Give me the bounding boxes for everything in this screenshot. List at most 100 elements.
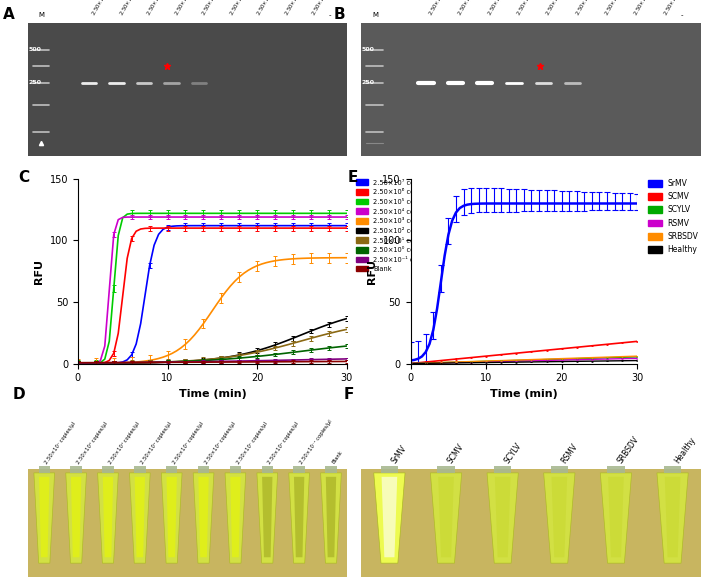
Bar bbox=[325, 466, 337, 473]
Polygon shape bbox=[487, 473, 518, 563]
Text: 2.50×10$^{3}$ copies/μl: 2.50×10$^{3}$ copies/μl bbox=[199, 0, 234, 18]
Y-axis label: RFU: RFU bbox=[367, 258, 377, 284]
Text: -: - bbox=[329, 12, 331, 18]
Polygon shape bbox=[495, 477, 510, 557]
X-axis label: Time (min): Time (min) bbox=[490, 389, 558, 399]
Text: SCYLV: SCYLV bbox=[503, 441, 523, 465]
Bar bbox=[28, 469, 347, 577]
Polygon shape bbox=[600, 473, 632, 563]
Text: F: F bbox=[344, 387, 355, 402]
Polygon shape bbox=[39, 477, 50, 557]
Bar bbox=[361, 469, 701, 577]
Text: C: C bbox=[18, 170, 30, 185]
Bar bbox=[551, 466, 568, 473]
Polygon shape bbox=[544, 473, 575, 563]
Bar bbox=[229, 466, 241, 473]
Bar bbox=[438, 466, 455, 473]
Polygon shape bbox=[161, 473, 182, 563]
Text: M: M bbox=[38, 12, 45, 18]
Polygon shape bbox=[608, 477, 624, 557]
Text: M: M bbox=[372, 12, 378, 18]
Polygon shape bbox=[294, 477, 304, 557]
Text: 2.50×10$^{1}$ copies/μl: 2.50×10$^{1}$ copies/μl bbox=[602, 0, 637, 18]
Polygon shape bbox=[135, 477, 145, 557]
Text: E: E bbox=[347, 170, 358, 185]
Text: 2.50×10$^{3}$ copies/μl: 2.50×10$^{3}$ copies/μl bbox=[543, 0, 578, 18]
Bar bbox=[607, 466, 624, 473]
Text: 2.50×10$^{6}$ copies/μl: 2.50×10$^{6}$ copies/μl bbox=[455, 0, 490, 18]
Text: 2.50×10⁵ copies/µl: 2.50×10⁵ copies/µl bbox=[108, 421, 141, 465]
Text: 2.50×10³ copies/µl: 2.50×10³ copies/µl bbox=[171, 421, 205, 465]
Bar bbox=[198, 466, 210, 473]
Polygon shape bbox=[374, 473, 405, 563]
Text: 2.50×10$^{1}$ copies/μl: 2.50×10$^{1}$ copies/μl bbox=[254, 0, 289, 18]
Text: 2.50×10$^{5}$ copies/μl: 2.50×10$^{5}$ copies/μl bbox=[485, 0, 520, 18]
Legend: 2.50×10⁷ copies/µl, 2.50×10⁶ copies/µl, 2.50×10⁵ copies/µl, 2.50×10⁴ copies/µl, : 2.50×10⁷ copies/µl, 2.50×10⁶ copies/µl, … bbox=[355, 178, 440, 272]
Polygon shape bbox=[382, 477, 397, 557]
Polygon shape bbox=[430, 473, 462, 563]
Bar bbox=[664, 466, 681, 473]
Text: 2.50×10⁴ copies/µl: 2.50×10⁴ copies/µl bbox=[140, 421, 173, 465]
Bar bbox=[38, 466, 50, 473]
Polygon shape bbox=[193, 473, 214, 563]
Text: 2.50×10$^{6}$ copies/μl: 2.50×10$^{6}$ copies/μl bbox=[117, 0, 152, 18]
Polygon shape bbox=[98, 473, 118, 563]
Legend: SrMV, SCMV, SCYLV, RSMV, SRBSDV, Healthy: SrMV, SCMV, SCYLV, RSMV, SRBSDV, Healthy bbox=[648, 179, 699, 254]
Text: 2.50×10⁻¹ copies/µl: 2.50×10⁻¹ copies/µl bbox=[299, 419, 333, 465]
Polygon shape bbox=[198, 477, 209, 557]
Text: A: A bbox=[3, 7, 15, 22]
Polygon shape bbox=[665, 477, 680, 557]
Text: 2.50×10$^{7}$ copies/μl: 2.50×10$^{7}$ copies/μl bbox=[89, 0, 124, 18]
Text: SRBSDV: SRBSDV bbox=[616, 434, 641, 465]
Polygon shape bbox=[321, 473, 341, 563]
Text: 2.50×10$^{5}$ copies/μl: 2.50×10$^{5}$ copies/μl bbox=[144, 0, 179, 18]
Polygon shape bbox=[225, 473, 246, 563]
Bar bbox=[381, 466, 398, 473]
Y-axis label: RFU: RFU bbox=[34, 258, 44, 284]
Polygon shape bbox=[34, 473, 55, 563]
Polygon shape bbox=[130, 473, 150, 563]
Text: Healthy: Healthy bbox=[673, 436, 697, 465]
Bar bbox=[261, 466, 273, 473]
Text: RSMV: RSMV bbox=[559, 442, 579, 465]
Bar bbox=[166, 466, 178, 473]
Text: 2.50×10$^{-1}$ copies/μl: 2.50×10$^{-1}$ copies/μl bbox=[309, 0, 346, 18]
Text: 2.50×10⁶ copies/µl: 2.50×10⁶ copies/µl bbox=[76, 421, 109, 465]
Text: 2.50×10$^{2}$ copies/μl: 2.50×10$^{2}$ copies/μl bbox=[573, 0, 607, 18]
Bar bbox=[70, 466, 82, 473]
Text: 2.50×10² copies/µl: 2.50×10² copies/µl bbox=[204, 421, 236, 465]
Polygon shape bbox=[552, 477, 567, 557]
Text: 2.50×10$^{-1}$ copies/μl: 2.50×10$^{-1}$ copies/μl bbox=[661, 0, 697, 18]
Text: 2.50×10$^{0}$ copies/μl: 2.50×10$^{0}$ copies/μl bbox=[282, 0, 316, 18]
Polygon shape bbox=[66, 473, 86, 563]
Text: B: B bbox=[334, 7, 346, 22]
Text: 250: 250 bbox=[29, 80, 42, 85]
Text: 250: 250 bbox=[362, 80, 375, 85]
Text: -: - bbox=[681, 12, 684, 18]
Polygon shape bbox=[438, 477, 454, 557]
Bar bbox=[134, 466, 146, 473]
Text: 500: 500 bbox=[362, 47, 375, 52]
Bar bbox=[293, 466, 305, 473]
Bar bbox=[102, 466, 114, 473]
Text: SCMV: SCMV bbox=[446, 442, 466, 465]
Polygon shape bbox=[103, 477, 113, 557]
Text: 2.50×10⁰ copies/µl: 2.50×10⁰ copies/µl bbox=[268, 421, 300, 465]
Text: D: D bbox=[12, 387, 25, 402]
Text: 500: 500 bbox=[29, 47, 42, 52]
Polygon shape bbox=[71, 477, 81, 557]
Text: Blank: Blank bbox=[331, 450, 343, 465]
Text: 2.50×10$^{4}$ copies/μl: 2.50×10$^{4}$ copies/μl bbox=[171, 0, 207, 18]
Polygon shape bbox=[326, 477, 336, 557]
Bar bbox=[494, 466, 511, 473]
Text: SrMV: SrMV bbox=[389, 444, 409, 465]
Polygon shape bbox=[230, 477, 241, 557]
Text: 2.50×10$^{4}$ copies/μl: 2.50×10$^{4}$ copies/μl bbox=[514, 0, 549, 18]
Text: 2.50×10$^{2}$ copies/μl: 2.50×10$^{2}$ copies/μl bbox=[227, 0, 262, 18]
Polygon shape bbox=[257, 473, 278, 563]
Text: 2.50×10$^{0}$ copies/μl: 2.50×10$^{0}$ copies/μl bbox=[632, 0, 666, 18]
Polygon shape bbox=[262, 477, 273, 557]
X-axis label: Time (min): Time (min) bbox=[178, 389, 246, 399]
Polygon shape bbox=[166, 477, 177, 557]
Text: 2.50×10$^{7}$ copies/μl: 2.50×10$^{7}$ copies/μl bbox=[426, 0, 461, 18]
